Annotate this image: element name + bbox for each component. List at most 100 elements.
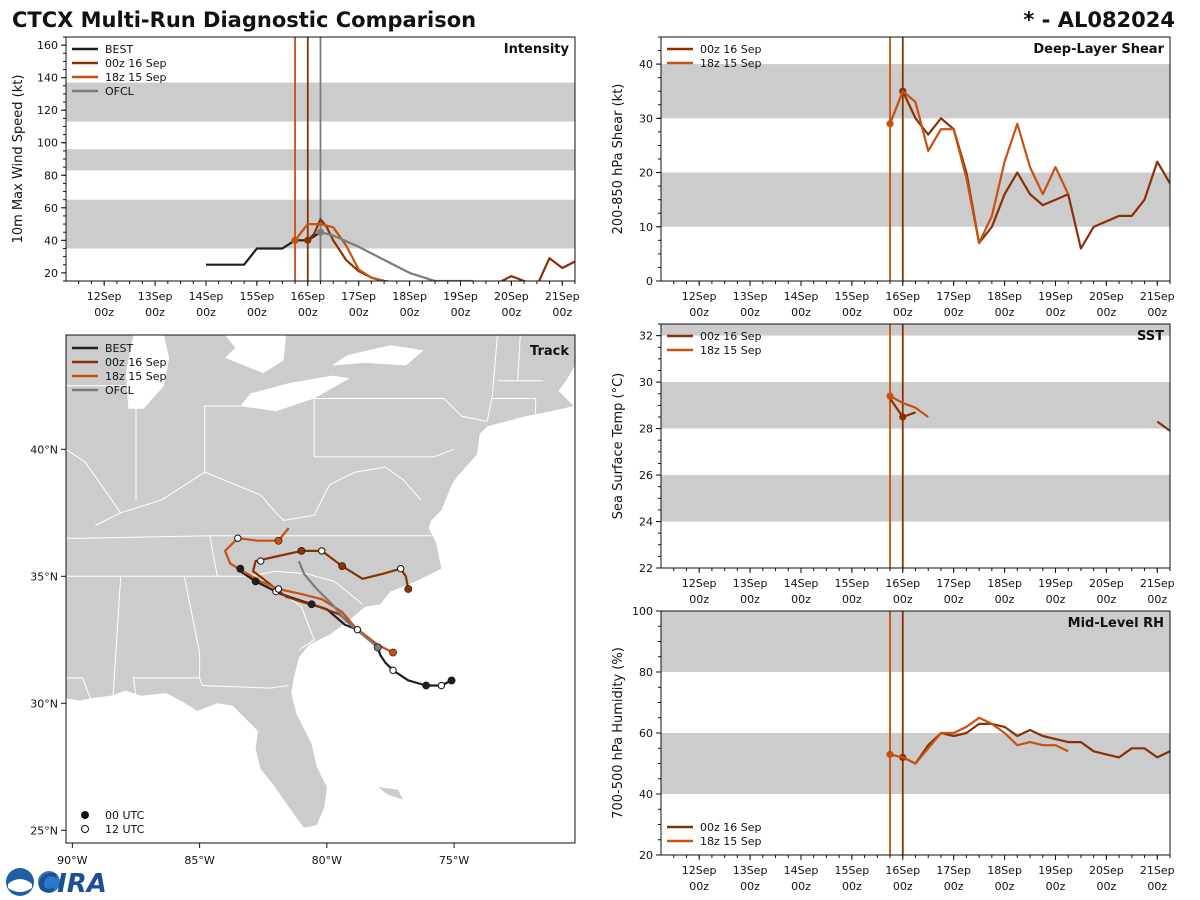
shear-xtick-label: 21Sep bbox=[1140, 290, 1175, 303]
intensity-y-axis-label: 10m Max Wind Speed (kt) bbox=[11, 75, 26, 244]
map-state-border-7 bbox=[247, 570, 363, 605]
map-lon-label: 75°W bbox=[439, 854, 469, 867]
intensity-ytick-label: 80 bbox=[44, 169, 58, 182]
rh-ytick-label: 40 bbox=[639, 788, 653, 801]
map-state-border-21 bbox=[66, 677, 91, 699]
shear-xtick-label: 18Sep bbox=[987, 290, 1022, 303]
shear-y-axis-label: 200-850 hPa Shear (kt) bbox=[611, 84, 626, 235]
shear-panel-title: Deep-Layer Shear bbox=[1033, 42, 1164, 57]
track-best-00utc-marker bbox=[422, 681, 431, 690]
sst-frame bbox=[660, 323, 1171, 569]
map-state-border-20 bbox=[66, 448, 122, 514]
sst-xtick-label: 00z bbox=[740, 593, 760, 606]
rh-series-run_18z bbox=[889, 716, 1069, 765]
sst-xtick-label: 00z bbox=[1096, 593, 1116, 606]
intensity-xtick-label: 17Sep bbox=[341, 290, 376, 303]
shear-xtick-label: 00z bbox=[995, 306, 1015, 319]
shear-band-0 bbox=[661, 172, 1170, 227]
intensity-ytick-label: 100 bbox=[37, 137, 58, 150]
map-lat-label: 40°N bbox=[30, 443, 58, 456]
intensity-xtick-label: 00z bbox=[349, 306, 369, 319]
track-best-12utc-marker bbox=[353, 625, 362, 634]
shear-xtick-label: 00z bbox=[791, 306, 811, 319]
sst-xtick-label: 17Sep bbox=[936, 577, 971, 590]
sst-xtick-label: 00z bbox=[791, 593, 811, 606]
rh-xtick-label: 00z bbox=[944, 880, 964, 893]
track-run_00z-00utc-marker bbox=[297, 547, 306, 555]
intensity-series-ofcl bbox=[320, 231, 474, 281]
rh-xtick-label: 20Sep bbox=[1089, 864, 1124, 877]
rh-xtick-label: 13Sep bbox=[733, 864, 768, 877]
noaa-wave-shape bbox=[8, 879, 32, 892]
sst-xtick-label: 00z bbox=[689, 593, 709, 606]
track-best-00utc-marker bbox=[447, 676, 456, 685]
rh-xtick-label: 14Sep bbox=[784, 864, 819, 877]
cira-logo-text: CIRA bbox=[38, 869, 107, 899]
track-run_00z-12utc-marker bbox=[318, 547, 326, 555]
track-run_00z bbox=[252, 549, 410, 649]
track-best-12utc-marker bbox=[389, 666, 397, 674]
map-state-border-5 bbox=[199, 677, 289, 689]
rh-xtick-label: 00z bbox=[689, 880, 709, 893]
map-lon-label: 80°W bbox=[312, 854, 342, 867]
track-best-00utc-marker bbox=[251, 577, 260, 586]
rh-xtick-label: 00z bbox=[842, 880, 862, 893]
sst-ytick-label: 22 bbox=[639, 562, 653, 575]
cira-globe-icon bbox=[38, 871, 60, 893]
sst-xtick-label: 00z bbox=[944, 593, 964, 606]
map-state-border-8 bbox=[260, 466, 386, 521]
rh-xtick-label: 00z bbox=[740, 880, 760, 893]
map-state-border-10 bbox=[313, 398, 455, 458]
rh-xtick-label: 00z bbox=[893, 880, 913, 893]
intensity-ytick-label: 140 bbox=[37, 72, 58, 85]
rh-xtick-label: 19Sep bbox=[1038, 864, 1073, 877]
map-state-border-22 bbox=[385, 466, 422, 501]
shear-legend-label: 00z 16 Sep bbox=[700, 43, 762, 56]
sst-xtick-label: 13Sep bbox=[733, 577, 768, 590]
track-run_00z-00utc-marker bbox=[338, 562, 347, 571]
intensity-xtick-label: 00z bbox=[145, 306, 165, 319]
track-best-00utc-marker bbox=[307, 600, 316, 609]
track-ofcl bbox=[297, 560, 379, 649]
shear-ytick-label: 40 bbox=[639, 58, 653, 71]
track-run_18z-00utc-marker bbox=[389, 648, 397, 657]
intensity-legend-label: BEST bbox=[105, 43, 133, 56]
intensity-point-ofcl bbox=[316, 228, 325, 236]
shear-xtick-label: 13Sep bbox=[733, 290, 768, 303]
rh-ytick-label: 20 bbox=[639, 849, 653, 862]
rh-legend-label: 00z 16 Sep bbox=[700, 821, 762, 834]
map-land-cuba bbox=[312, 843, 404, 900]
sst-series-run_00z bbox=[1156, 420, 1170, 432]
sst-xtick-label: 14Sep bbox=[784, 577, 819, 590]
rh-xtick-label: 12Sep bbox=[682, 864, 717, 877]
sst-ytick-label: 28 bbox=[639, 423, 653, 436]
map-lake-michigan bbox=[125, 335, 170, 409]
shear-ytick-label: 20 bbox=[639, 167, 653, 180]
shear-xtick-label: 14Sep bbox=[784, 290, 819, 303]
track-run_18z-12utc-marker bbox=[274, 585, 283, 593]
intensity-series-best bbox=[206, 231, 322, 266]
rh-xtick-label: 17Sep bbox=[936, 864, 971, 877]
shear-xtick-label: 00z bbox=[1147, 306, 1167, 319]
track-map-panel: 90°W 85°W 80°W 75°W 25°N 30°N 35°N 40°N Track BES… bbox=[30, 334, 576, 900]
sst-xtick-label: 21Sep bbox=[1140, 577, 1175, 590]
intensity-xtick-label: 00z bbox=[400, 306, 420, 319]
rh-ytick-label: 60 bbox=[639, 727, 653, 740]
intensity-xtick-label: 21Sep bbox=[545, 290, 580, 303]
map-lake-ontario bbox=[332, 345, 424, 366]
rh-legend-label: 18z 15 Sep bbox=[700, 835, 762, 848]
shear-panel: 0 10 20 30 40 12Sep 00z 13Sep 00z 14Sep 00z 15Sep 00… bbox=[611, 36, 1175, 319]
shear-xtick-label: 00z bbox=[842, 306, 862, 319]
rh-y-axis-label: 700-500 hPa Humidity (%) bbox=[611, 647, 626, 819]
intensity-point-run_18z bbox=[291, 236, 299, 244]
intensity-xtick-label: 19Sep bbox=[443, 290, 478, 303]
intensity-xtick-label: 00z bbox=[94, 306, 114, 319]
intensity-point-run_00z bbox=[304, 236, 312, 244]
map-lat-label: 30°N bbox=[30, 697, 58, 710]
shear-xtick-label: 00z bbox=[689, 306, 709, 319]
intensity-xtick-label: 00z bbox=[247, 306, 267, 319]
sst-band-2 bbox=[661, 324, 1170, 336]
map-state-border-3 bbox=[112, 576, 122, 696]
intensity-xtick-label: 15Sep bbox=[240, 290, 275, 303]
